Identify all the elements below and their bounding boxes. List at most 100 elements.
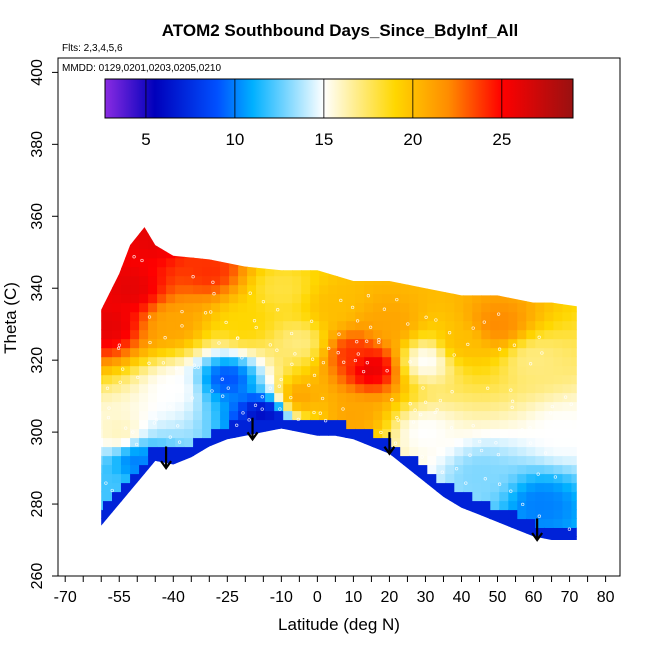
heatmap-cell	[571, 284, 577, 295]
heatmap-cell	[101, 437, 104, 448]
heatmap-cell	[391, 473, 401, 484]
heatmap-cell	[445, 392, 455, 403]
heatmap-cell	[517, 227, 527, 232]
heatmap-cell	[346, 365, 356, 376]
heatmap-cell	[373, 455, 383, 466]
observation-point	[440, 470, 444, 474]
heatmap-cell	[364, 464, 374, 475]
heatmap-cell	[553, 320, 563, 331]
heatmap-cell	[319, 230, 329, 241]
heatmap-cell	[301, 545, 311, 555]
heatmap-cell	[418, 374, 428, 385]
heatmap-cell	[508, 545, 518, 555]
heatmap-cell	[562, 311, 572, 322]
heatmap-cell	[346, 428, 356, 439]
heatmap-cell	[382, 365, 392, 376]
heatmap-cell	[346, 500, 356, 511]
heatmap-cell	[130, 410, 140, 421]
heatmap-cell	[418, 239, 428, 250]
heatmap-cell	[101, 293, 104, 304]
heatmap-cell	[193, 329, 203, 340]
heatmap-cell	[355, 311, 365, 322]
heatmap-cell	[301, 347, 311, 358]
heatmap-cell	[535, 320, 545, 331]
observation-point	[217, 341, 221, 345]
heatmap-cell	[274, 248, 284, 259]
heatmap-cell	[571, 473, 577, 484]
heatmap-cell	[418, 383, 428, 394]
heatmap-cell	[229, 356, 239, 367]
heatmap-cell	[292, 401, 302, 412]
heatmap-cell	[202, 536, 212, 540]
heatmap-cell	[553, 329, 563, 340]
observation-point	[161, 361, 166, 365]
observation-point	[131, 430, 135, 434]
heatmap-cell	[472, 338, 482, 349]
heatmap-cell	[175, 536, 185, 540]
heatmap-cell	[517, 329, 527, 340]
heatmap-cell	[382, 401, 392, 412]
heatmap-cell	[220, 437, 230, 448]
observation-point	[312, 410, 316, 415]
observation-point	[528, 362, 533, 366]
heatmap-cell	[445, 227, 455, 232]
heatmap-cell	[229, 213, 239, 223]
heatmap-cell	[247, 455, 257, 466]
heatmap-cell	[553, 374, 563, 385]
heatmap-cell	[292, 473, 302, 484]
heatmap-cell	[373, 446, 383, 457]
heatmap-cell	[355, 545, 365, 555]
observation-point	[537, 335, 541, 339]
heatmap-cell	[103, 545, 113, 555]
heatmap-cell	[157, 392, 167, 403]
heatmap-cell	[256, 473, 266, 484]
heatmap-cell	[184, 239, 194, 250]
heatmap-cell	[202, 455, 212, 466]
heatmap-cell	[148, 320, 158, 331]
heatmap-cell	[166, 230, 176, 241]
heatmap-cell	[463, 248, 473, 259]
heatmap-cell	[247, 213, 257, 223]
heatmap-cell	[490, 257, 500, 268]
heatmap-cell	[265, 239, 275, 250]
heatmap-cell	[400, 338, 410, 349]
observation-point	[550, 427, 554, 432]
heatmap-cell	[418, 392, 428, 403]
heatmap-cell	[373, 464, 383, 475]
heatmap-cell	[238, 338, 248, 349]
heatmap-cell	[490, 284, 500, 295]
heatmap-cell	[256, 284, 266, 295]
heatmap-cell	[391, 518, 401, 528]
heatmap-cell	[382, 347, 392, 358]
heatmap-cell	[445, 428, 455, 439]
observation-point	[253, 403, 258, 407]
observation-point	[293, 352, 297, 356]
y-axis-label: Theta (C)	[1, 282, 20, 354]
heatmap-cell	[274, 230, 284, 241]
heatmap-cell	[526, 293, 536, 304]
heatmap-cell	[409, 437, 419, 448]
observation-point	[132, 255, 136, 259]
heatmap-cell	[220, 257, 230, 268]
y-tick-label: 300	[29, 419, 46, 446]
heatmap-cell	[553, 518, 563, 528]
heatmap-cell	[193, 239, 203, 250]
heatmap-cell	[553, 230, 563, 241]
heatmap-cell	[157, 239, 167, 250]
heatmap-cell	[229, 239, 239, 250]
heatmap-cell	[301, 320, 311, 331]
heatmap-cell	[274, 464, 284, 475]
heatmap-cell	[148, 338, 158, 349]
heatmap-cell	[139, 284, 149, 295]
heatmap-cell	[346, 419, 356, 430]
heatmap-cell	[328, 311, 338, 322]
observation-point	[192, 363, 196, 367]
heatmap-cell	[508, 392, 518, 403]
heatmap-cell	[373, 311, 383, 322]
heatmap-cell	[535, 410, 545, 421]
heatmap-cell	[283, 446, 293, 457]
heatmap-cell	[499, 329, 509, 340]
heatmap-cell	[220, 527, 230, 537]
heatmap-cell	[463, 257, 473, 268]
observation-point	[447, 331, 452, 335]
